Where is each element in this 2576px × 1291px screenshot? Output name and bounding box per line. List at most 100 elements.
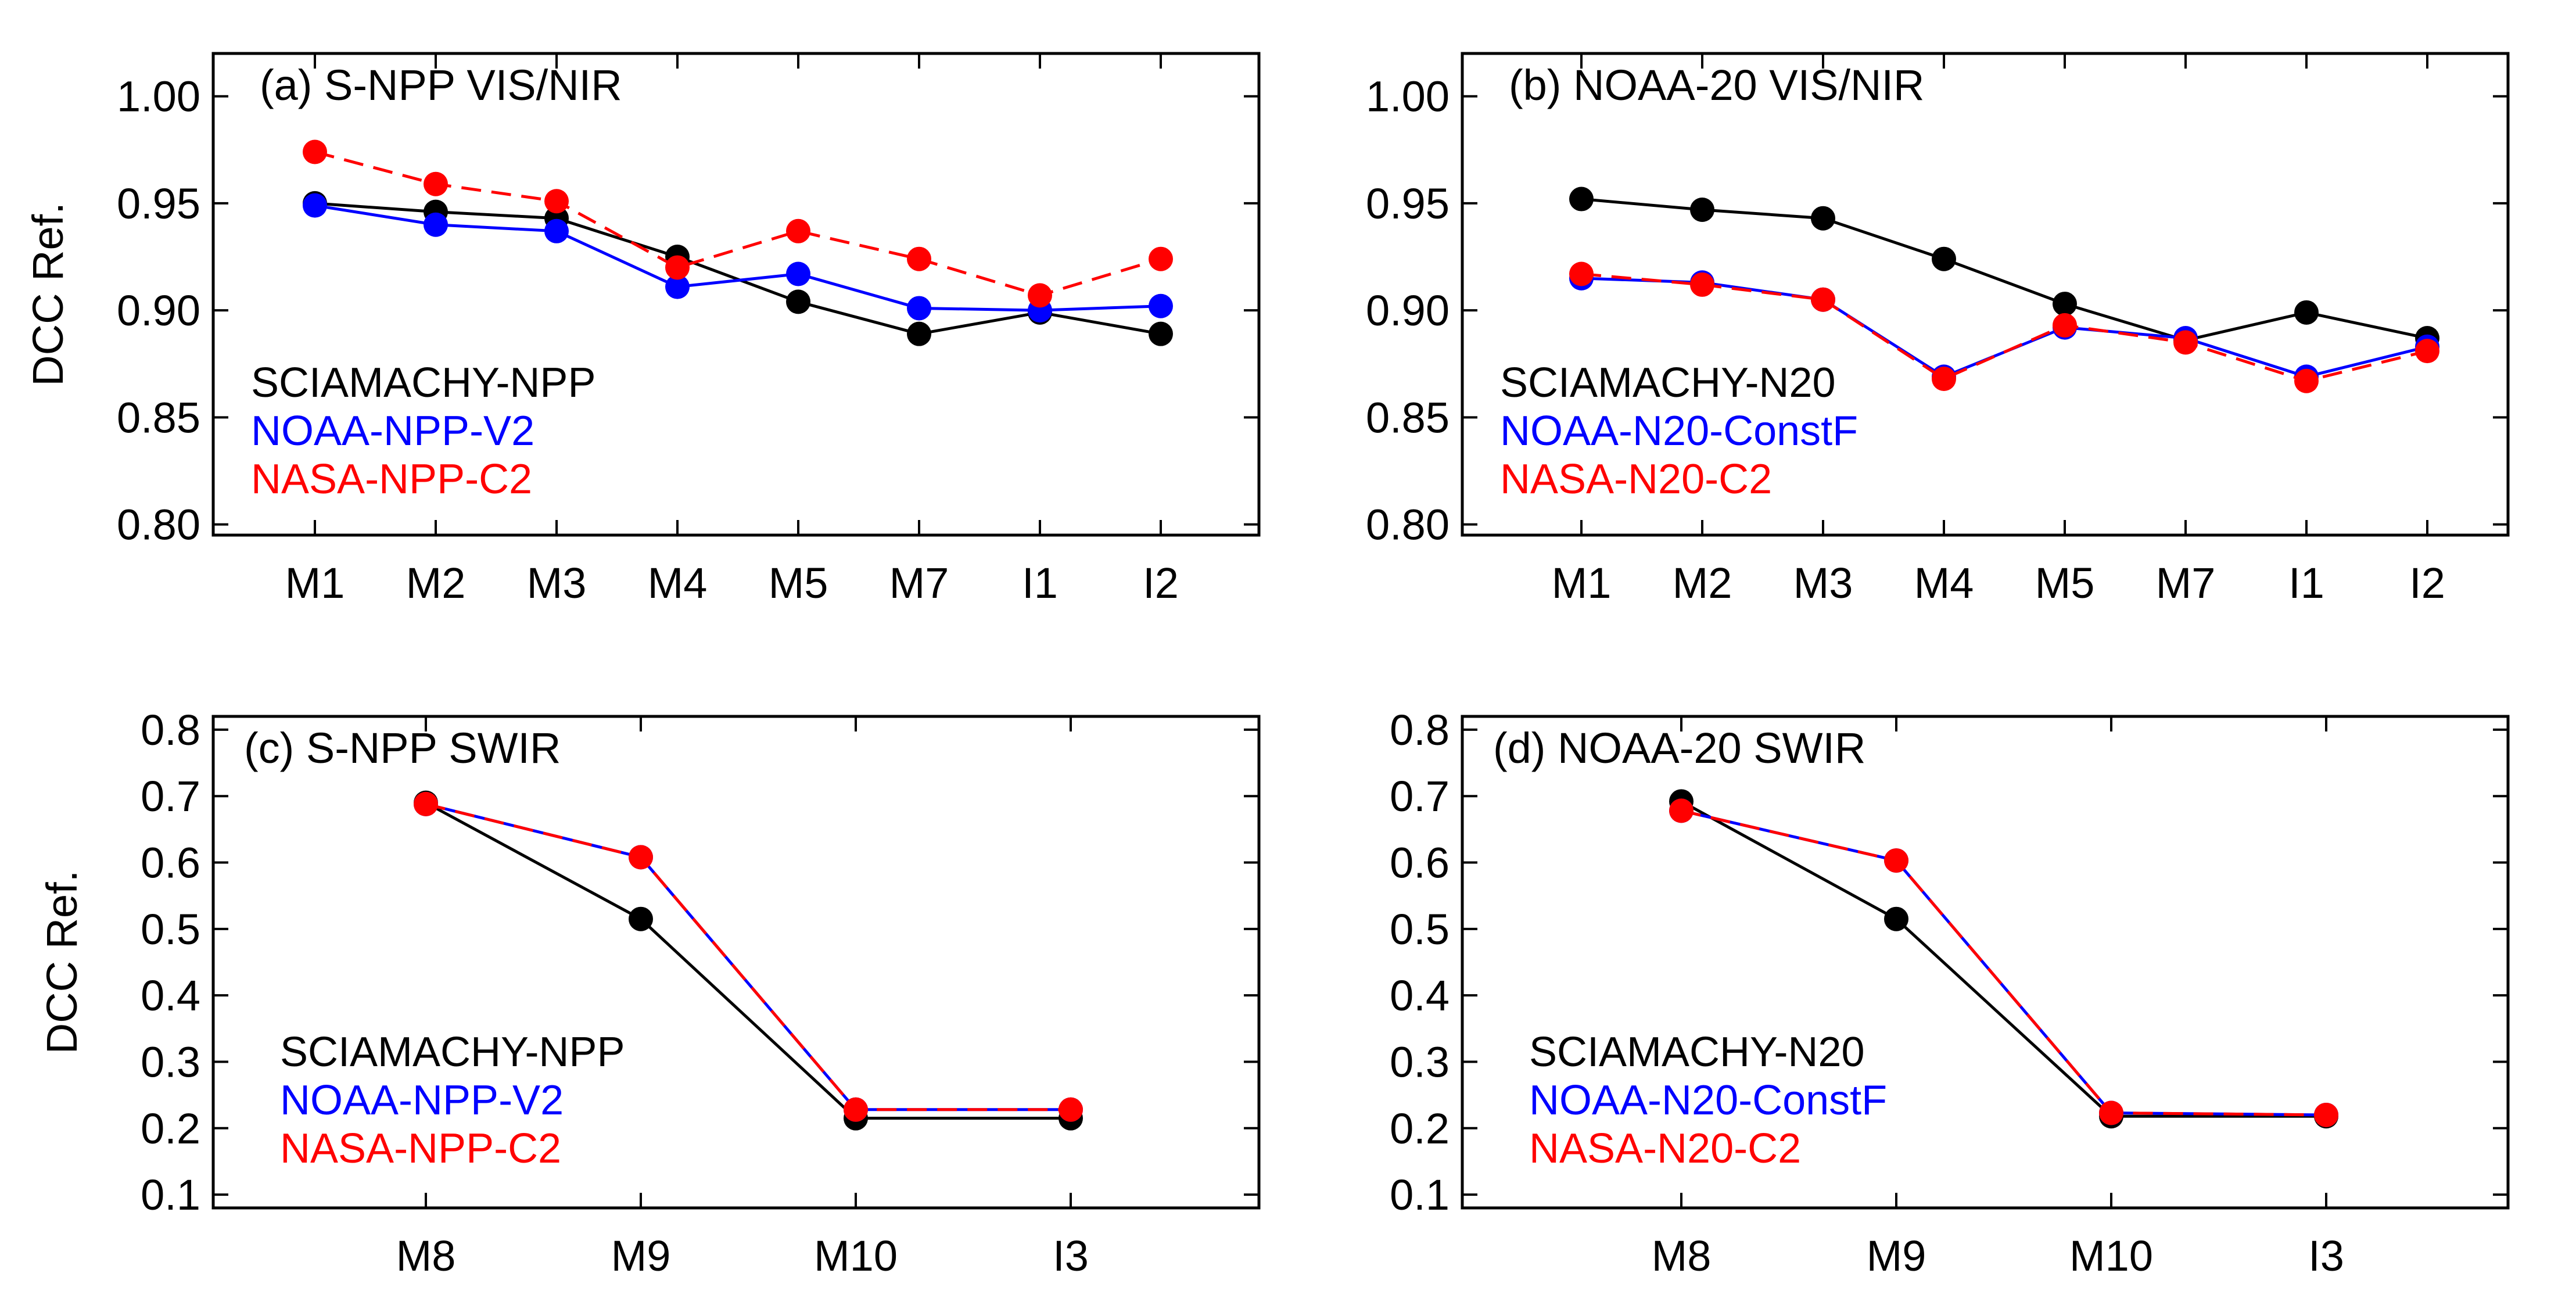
legend-entry: NASA-NPP-C2 xyxy=(251,456,532,503)
legend-entry: NOAA-NPP-V2 xyxy=(280,1077,564,1124)
data-point xyxy=(1811,206,1835,231)
legend-entry: SCIAMACHY-NPP xyxy=(280,1029,625,1075)
data-point xyxy=(786,218,810,243)
y-tick-label: 0.8 xyxy=(141,706,200,754)
data-point xyxy=(907,296,931,321)
data-point xyxy=(665,274,690,299)
data-point xyxy=(544,189,569,214)
data-point xyxy=(424,212,448,237)
y-tick-label: 0.5 xyxy=(141,905,200,953)
x-tick-label: M10 xyxy=(814,1232,898,1280)
x-tick-label: M1 xyxy=(285,559,345,607)
y-tick-label: 0.85 xyxy=(1366,393,1450,442)
data-point xyxy=(1884,848,1908,873)
x-tick-label: M2 xyxy=(1673,559,1732,607)
data-point xyxy=(2173,330,2198,355)
series-line-sciamachy-n20 xyxy=(1581,198,2428,342)
data-point xyxy=(1690,272,1714,297)
x-tick-label: M4 xyxy=(1914,559,1974,607)
x-tick-label: I3 xyxy=(2308,1232,2344,1280)
x-tick-label: I1 xyxy=(2288,559,2324,607)
data-point xyxy=(786,289,810,314)
data-point xyxy=(2099,1100,2123,1125)
data-point xyxy=(303,139,327,164)
data-point xyxy=(1149,293,1173,318)
data-point xyxy=(1149,321,1173,346)
data-point xyxy=(1028,283,1052,308)
y-tick-label: 1.00 xyxy=(1366,73,1450,121)
plot-frame xyxy=(211,52,1261,537)
y-tick-label: 0.1 xyxy=(1390,1171,1450,1219)
data-point xyxy=(629,906,653,931)
data-point xyxy=(1059,1097,1083,1122)
y-tick-label: 0.90 xyxy=(117,286,200,335)
data-point xyxy=(1149,246,1173,271)
y-tick-label: 0.4 xyxy=(141,971,200,1020)
series-line-noaa-npp-v2 xyxy=(425,802,1071,1111)
x-tick-label: M7 xyxy=(889,559,949,607)
y-tick-label: 0.90 xyxy=(1366,286,1450,335)
x-tick-label: I1 xyxy=(1022,559,1058,607)
y-tick-label: 0.7 xyxy=(1390,772,1450,820)
y-tick-label: 0.4 xyxy=(1390,971,1450,1020)
panel-title: (b) NOAA-20 VIS/NIR xyxy=(1509,61,1925,109)
legend-entry: NOAA-NPP-V2 xyxy=(251,408,534,454)
y-tick-label: 0.6 xyxy=(141,839,200,887)
data-point xyxy=(544,218,569,243)
legend-entry: NOAA-N20-ConstF xyxy=(1529,1077,1887,1124)
data-point xyxy=(1932,367,1956,392)
x-tick-label: I2 xyxy=(1143,559,1179,607)
legend-entry: SCIAMACHY-NPP xyxy=(251,360,595,406)
data-point xyxy=(844,1097,868,1122)
data-point xyxy=(1669,798,1694,823)
panel-c: 0.1 0.2 0.3 0.4 0.5 0.6 0.7 0.8 M8 M9 M10 I3 (c) S-N… xyxy=(38,706,1261,1280)
y-axis-label: DCC Ref. xyxy=(38,870,86,1055)
plot-frame xyxy=(1461,715,2510,1210)
y-tick-label: 1.00 xyxy=(117,73,200,121)
data-point xyxy=(1932,246,1956,271)
y-tick-label: 0.3 xyxy=(141,1038,200,1086)
panel-a: 0.80 0.85 0.90 0.95 1.00 M1 M2 M3 M4 M5 M7 I1 I2 (a) … xyxy=(24,52,1261,607)
x-tick-label: M8 xyxy=(1652,1232,1712,1280)
data-point xyxy=(2053,313,2077,338)
x-tick-label: M8 xyxy=(396,1232,456,1280)
x-tick-label: M3 xyxy=(1793,559,1853,607)
y-tick-label: 0.80 xyxy=(117,501,200,549)
x-tick-label: M5 xyxy=(769,559,828,607)
data-point xyxy=(2314,1102,2338,1127)
data-point xyxy=(907,246,931,271)
legend-entry: SCIAMACHY-N20 xyxy=(1529,1029,1865,1075)
x-tick-label: M9 xyxy=(1867,1232,1926,1280)
data-point xyxy=(665,255,690,280)
x-tick-label: M9 xyxy=(611,1232,671,1280)
x-tick-label: M10 xyxy=(2069,1232,2153,1280)
y-tick-label: 0.95 xyxy=(117,180,200,228)
y-tick-label: 0.85 xyxy=(117,393,200,442)
x-tick-label: M5 xyxy=(2035,559,2095,607)
data-point xyxy=(303,193,327,218)
legend-entry: NASA-N20-C2 xyxy=(1500,456,1772,503)
series-line-nasa-npp-c2 xyxy=(314,150,1161,297)
legend-entry: NOAA-N20-ConstF xyxy=(1500,408,1858,454)
panel-title: (a) S-NPP VIS/NIR xyxy=(260,61,622,109)
data-point xyxy=(2415,339,2439,364)
series-line-nasa-n20-c2 xyxy=(1581,272,2428,383)
x-tick-label: M7 xyxy=(2156,559,2216,607)
data-point xyxy=(1690,197,1714,222)
series-line-sciamachy-n20 xyxy=(1680,800,2326,1118)
data-point xyxy=(2053,292,2077,317)
y-axis-label: DCC Ref. xyxy=(24,202,72,386)
data-point xyxy=(2294,300,2319,325)
data-point xyxy=(2294,368,2319,393)
series-line-nasa-n20-c2 xyxy=(1681,809,2327,1117)
x-tick-label: I3 xyxy=(1053,1232,1089,1280)
data-point xyxy=(1884,906,1908,931)
x-tick-label: M1 xyxy=(1552,559,1612,607)
series-line-noaa-npp-v2 xyxy=(314,204,1161,312)
x-tick-label: M2 xyxy=(406,559,466,607)
x-tick-label: M3 xyxy=(527,559,587,607)
data-point xyxy=(629,845,653,870)
data-point xyxy=(414,791,438,816)
y-tick-label: 0.8 xyxy=(1390,706,1450,754)
